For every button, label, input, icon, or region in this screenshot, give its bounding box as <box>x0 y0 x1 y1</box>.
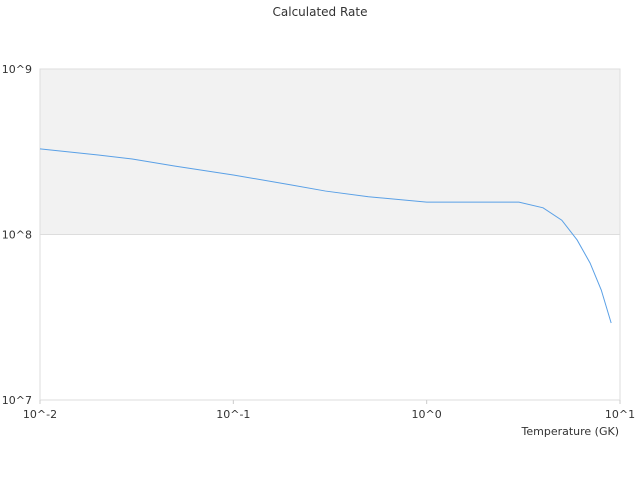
x-tick-label: 10^-1 <box>216 408 250 421</box>
x-tick-label: 10^-2 <box>23 408 57 421</box>
data-line <box>39 148 612 324</box>
x-axis-label: Temperature (GK) <box>521 425 620 438</box>
x-tick-label: 10^1 <box>605 408 635 421</box>
y-tick-label: 10^7 <box>2 394 32 407</box>
y-tick-label: 10^9 <box>2 63 32 76</box>
chart-title: Calculated Rate <box>273 5 368 19</box>
x-tick-label: 10^0 <box>412 408 442 421</box>
plot-band <box>40 69 620 235</box>
y-tick-label: 10^8 <box>2 229 32 242</box>
